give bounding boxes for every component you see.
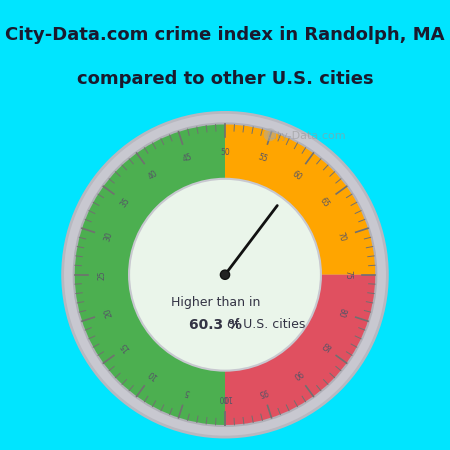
Wedge shape xyxy=(74,123,225,426)
Wedge shape xyxy=(63,112,387,437)
Text: 5: 5 xyxy=(184,387,191,396)
Text: 35: 35 xyxy=(119,196,132,209)
Text: 60.3 %: 60.3 % xyxy=(189,318,242,332)
Text: ⬤: ⬤ xyxy=(262,128,276,141)
Text: 80: 80 xyxy=(336,306,347,319)
Text: 45: 45 xyxy=(181,152,193,164)
Wedge shape xyxy=(225,123,376,274)
Text: 30: 30 xyxy=(103,231,114,243)
Circle shape xyxy=(220,270,230,279)
Text: 75: 75 xyxy=(343,270,352,279)
Text: of U.S. cities: of U.S. cities xyxy=(223,318,305,331)
Text: 55: 55 xyxy=(257,152,269,164)
Text: 95: 95 xyxy=(257,386,269,397)
Text: 65: 65 xyxy=(318,196,331,209)
Text: 10: 10 xyxy=(146,368,159,380)
Text: 50: 50 xyxy=(220,148,230,157)
Text: City-Data.com crime index in Randolph, MA: City-Data.com crime index in Randolph, M… xyxy=(5,26,445,44)
Text: 70: 70 xyxy=(336,231,347,243)
Text: compared to other U.S. cities: compared to other U.S. cities xyxy=(76,70,373,88)
Text: 85: 85 xyxy=(318,340,331,353)
Text: 60: 60 xyxy=(291,169,304,182)
Wedge shape xyxy=(225,274,376,426)
Text: City-Data.com: City-Data.com xyxy=(266,131,346,141)
Text: 25: 25 xyxy=(98,270,107,279)
Text: 20: 20 xyxy=(103,306,114,319)
Text: 100: 100 xyxy=(218,393,232,402)
Text: 0: 0 xyxy=(223,393,227,402)
Text: Higher than in: Higher than in xyxy=(171,296,261,309)
Text: 15: 15 xyxy=(119,340,132,353)
Text: 40: 40 xyxy=(146,169,159,182)
Circle shape xyxy=(129,179,321,371)
Text: 90: 90 xyxy=(291,368,304,381)
